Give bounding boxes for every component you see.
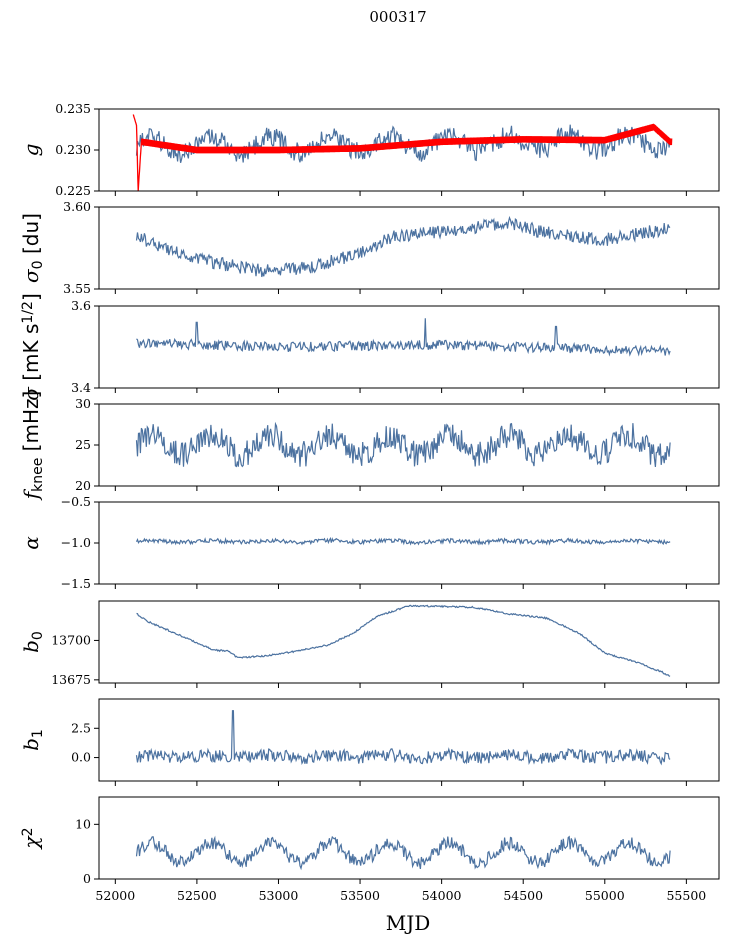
x-tick-label: 52500 bbox=[177, 888, 217, 903]
y-tick-label: 3.6 bbox=[71, 298, 91, 313]
y-tick-label: 20 bbox=[75, 478, 91, 493]
panel-fknee: 20 25 30 fknee [mHz] bbox=[19, 391, 720, 502]
axes-frame bbox=[98, 796, 720, 880]
y-tick-label: 13700 bbox=[51, 632, 91, 647]
y-tick-label: 0.0 bbox=[71, 750, 91, 765]
y-axis-label: α bbox=[19, 536, 43, 550]
y-tick-label: 30 bbox=[75, 396, 91, 411]
x-tick-label: 52000 bbox=[95, 888, 135, 903]
y-tick-label: 13675 bbox=[51, 672, 91, 687]
series-line-alpha bbox=[135, 536, 671, 546]
y-tick-label: −1.5 bbox=[61, 576, 91, 591]
x-tick-label: 53000 bbox=[259, 888, 299, 903]
series-line-b0 bbox=[136, 604, 671, 677]
y-tick-label: 10 bbox=[75, 816, 91, 831]
x-tick-label: 55000 bbox=[585, 888, 625, 903]
axes-frame bbox=[98, 600, 720, 684]
panel-sigma_sqrt: 3.4 3.6 σ [mK s1/2] bbox=[19, 293, 720, 401]
series-line-b1 bbox=[135, 710, 671, 766]
y-tick-label: −0.5 bbox=[61, 494, 91, 509]
y-tick-label: 0.230 bbox=[55, 142, 91, 157]
x-tick-label: 53500 bbox=[340, 888, 380, 903]
series-line-chi2 bbox=[135, 835, 671, 871]
panel-b1: 0.0 2.5 b1 bbox=[19, 698, 720, 786]
panel-sigma0: 3.55 3.60 σ0 [du] bbox=[19, 199, 720, 296]
panel-g: 0.225 0.230 0.235 g bbox=[19, 101, 720, 198]
y-axis-label: σ0 [du] bbox=[19, 213, 46, 283]
series-line-sigma0 bbox=[135, 215, 671, 278]
panel-alpha: −1.5 −1.0 −0.5 α bbox=[19, 494, 720, 591]
y-tick-label: 0.235 bbox=[55, 101, 91, 116]
x-tick-label: 54500 bbox=[503, 888, 543, 903]
y-tick-label: 0.225 bbox=[55, 183, 91, 198]
y-tick-label: 3.55 bbox=[63, 281, 91, 296]
y-tick-label: 25 bbox=[75, 437, 91, 452]
panel-b0: 13675 13700 b0 bbox=[19, 600, 720, 688]
x-axis-label: MJD bbox=[386, 911, 431, 935]
axes-frame bbox=[98, 698, 720, 782]
y-tick-label: 3.4 bbox=[71, 380, 91, 395]
panel-chi2: 0 10 χ2 bbox=[19, 796, 720, 886]
axes-frame bbox=[98, 305, 720, 389]
axes-frame bbox=[98, 206, 720, 290]
y-tick-label: 3.60 bbox=[63, 199, 91, 214]
y-axis-label: σ [mK s1/2] bbox=[19, 293, 43, 401]
x-tick-labels: 52000 52500 53000 53500 54000 54500 55000 55500 bbox=[95, 888, 706, 903]
figure-title: 000317 bbox=[369, 8, 426, 26]
y-axis-label: g bbox=[19, 144, 43, 157]
series-line-g_model bbox=[132, 114, 673, 191]
y-tick-label: −1.0 bbox=[61, 535, 91, 550]
series-line-fknee bbox=[135, 421, 671, 468]
series-line-sigma bbox=[136, 318, 671, 357]
y-axis-label: χ2 bbox=[19, 827, 43, 850]
y-axis-label: b1 bbox=[19, 729, 46, 751]
y-tick-label: 2.5 bbox=[71, 720, 91, 735]
x-tick-label: 55500 bbox=[666, 888, 706, 903]
y-axis-label: fknee [mHz] bbox=[19, 391, 46, 502]
panels: 0.225 0.230 0.235 g 3.55 3.60 σ0 [du] 3.4 3.6 σ [… bbox=[19, 101, 720, 886]
x-tick-label: 54000 bbox=[422, 888, 462, 903]
y-axis-label: b0 bbox=[19, 631, 46, 653]
y-tick-label: 0 bbox=[83, 871, 91, 886]
